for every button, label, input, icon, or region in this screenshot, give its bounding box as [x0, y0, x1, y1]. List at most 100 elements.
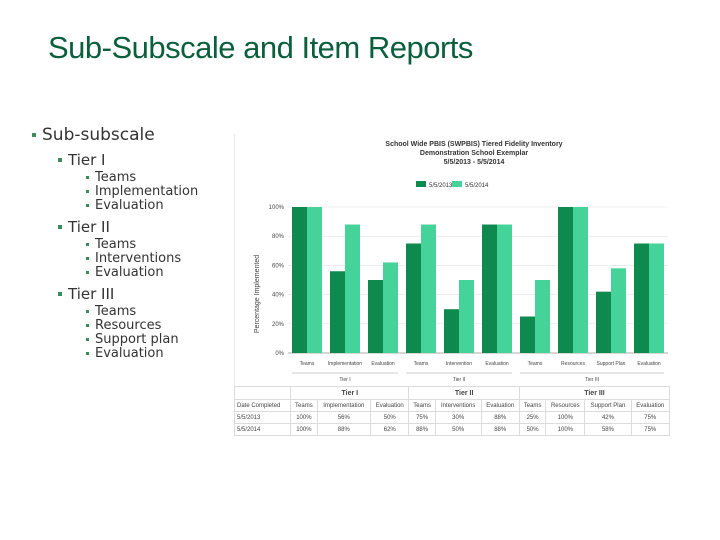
outline-list: Sub-subscale Tier I Teams Implementation… — [32, 124, 232, 362]
table-cell: 75% — [408, 411, 436, 424]
table-cell: 50% — [370, 411, 410, 424]
chart-legend: 5/5/2013 5/5/2014 — [416, 181, 489, 189]
bar — [406, 243, 421, 353]
tier-label: Tier II — [453, 377, 466, 383]
bar — [535, 280, 550, 353]
slide-title: Sub-Subscale and Item Reports — [48, 30, 473, 65]
bullet-icon — [86, 351, 89, 355]
x-tick-label: Evaluation — [485, 361, 509, 367]
table-cell: 75% — [630, 411, 671, 424]
legend-swatch — [452, 181, 462, 187]
bar — [596, 291, 611, 353]
bullet-icon — [32, 133, 36, 137]
table-cell: 62% — [370, 423, 410, 436]
legend-label: 5/5/2014 — [465, 183, 489, 189]
x-axis-labels: Teams Implementation Evaluation Teams Interv… — [300, 361, 661, 367]
sub-item: Resources — [86, 318, 232, 333]
table-blank-cell — [233, 386, 292, 400]
tier-label: Tier III — [68, 285, 115, 303]
bullet-icon — [86, 256, 89, 260]
x-tick-label: Intervention — [446, 361, 472, 367]
table-cell: 100% — [290, 411, 318, 424]
y-axis-ticks: 0% 20% 40% 60% 80% 100% — [269, 205, 285, 357]
sub-item-label: Interventions — [95, 250, 182, 266]
sub-item-label: Support plan — [95, 331, 179, 347]
y-tick-label: 80% — [272, 234, 285, 240]
table-cell: 58% — [584, 423, 632, 436]
results-table: Tier I Tier II Tier III Date Completed T… — [233, 386, 671, 436]
bullet-icon — [86, 323, 89, 327]
sub-item-label: Teams — [95, 303, 137, 319]
x-tick-label: Support Plan — [597, 361, 626, 367]
bullet-icon — [58, 158, 62, 162]
table-column-header: Teams — [290, 399, 318, 412]
table-cell: 100% — [290, 423, 318, 436]
table-column-header: Teams — [518, 399, 547, 412]
x-tick-label: Resources — [561, 361, 585, 367]
bullet-icon — [86, 203, 89, 207]
bar — [482, 224, 497, 353]
y-tick-label: 60% — [272, 263, 285, 269]
legend-swatch — [416, 181, 426, 187]
bar — [459, 280, 474, 353]
table-row-date: 5/5/2014 — [233, 423, 292, 436]
table-row-date: 5/5/2013 — [233, 411, 292, 424]
bar — [649, 243, 664, 353]
table-column-header: Implementation — [316, 399, 372, 412]
bar — [330, 271, 345, 353]
table-cell: 88% — [316, 423, 372, 436]
table-cell: 100% — [545, 423, 586, 436]
tier-group-1: Tier I Teams Implementation Evaluation — [32, 150, 232, 213]
table-cell: 75% — [630, 423, 671, 436]
chart-subtitle-1: Demonstration School Exemplar — [420, 150, 528, 157]
bar — [307, 207, 322, 353]
tier-group-3: Tier III Teams Resources Support plan Ev… — [32, 284, 232, 361]
bullet-icon — [86, 337, 89, 341]
tier-axis-labels: Tier I Tier II Tier III — [292, 372, 664, 383]
table-cell: 88% — [408, 423, 436, 436]
table-row: 5/5/2013 100% 56% 50% 75% 30% 88% 25% 10… — [233, 411, 671, 424]
tier-label: Tier II — [68, 218, 110, 236]
sub-item: Evaluation — [86, 345, 232, 361]
y-tick-label: 20% — [272, 322, 285, 328]
y-axis-label: Percentage Implemented — [254, 255, 261, 333]
outline-top-item: Sub-subscale — [32, 124, 232, 146]
tier-item: Tier II — [58, 217, 232, 237]
tier-label: Tier I — [339, 377, 350, 383]
table-column-header: Support Plan — [584, 399, 632, 412]
table-cell: 88% — [480, 411, 520, 424]
chart-bars — [292, 207, 664, 353]
table-cell: 50% — [518, 423, 547, 436]
x-tick-label: Implementation — [328, 361, 362, 367]
tier-item: Tier I — [58, 150, 232, 170]
sub-item-label: Evaluation — [95, 345, 164, 361]
x-tick-label: Teams — [414, 361, 429, 367]
table-corner-label: Date Completed — [233, 399, 292, 412]
table-cell: 56% — [316, 411, 372, 424]
table-column-header: Evaluation — [480, 399, 520, 412]
sub-item: Evaluation — [86, 264, 232, 280]
y-tick-label: 40% — [272, 293, 285, 299]
bar — [421, 224, 436, 353]
legend-label: 5/5/2013 — [429, 183, 453, 189]
tier-label: Tier I — [68, 151, 106, 169]
sub-item-label: Evaluation — [95, 264, 164, 280]
table-column-header: Evaluation — [630, 399, 671, 412]
sub-item-label: Teams — [95, 236, 137, 252]
x-tick-label: Evaluation — [371, 361, 395, 367]
table-cell: 25% — [518, 411, 547, 424]
table-tier-header: Tier II — [408, 386, 520, 400]
bullet-icon — [86, 175, 89, 179]
bar — [520, 316, 535, 353]
x-tick-label: Evaluation — [637, 361, 661, 367]
sub-item: Teams — [86, 303, 232, 319]
x-tick-label: Teams — [300, 361, 315, 367]
y-tick-label: 100% — [269, 205, 285, 211]
bar — [634, 243, 649, 353]
sub-item: Implementation — [86, 184, 232, 199]
bullet-icon — [86, 189, 89, 193]
sub-item: Support plan — [86, 331, 232, 347]
bar — [611, 268, 626, 353]
table-tier-header: Tier I — [290, 386, 410, 400]
tier-item: Tier III — [58, 284, 232, 304]
